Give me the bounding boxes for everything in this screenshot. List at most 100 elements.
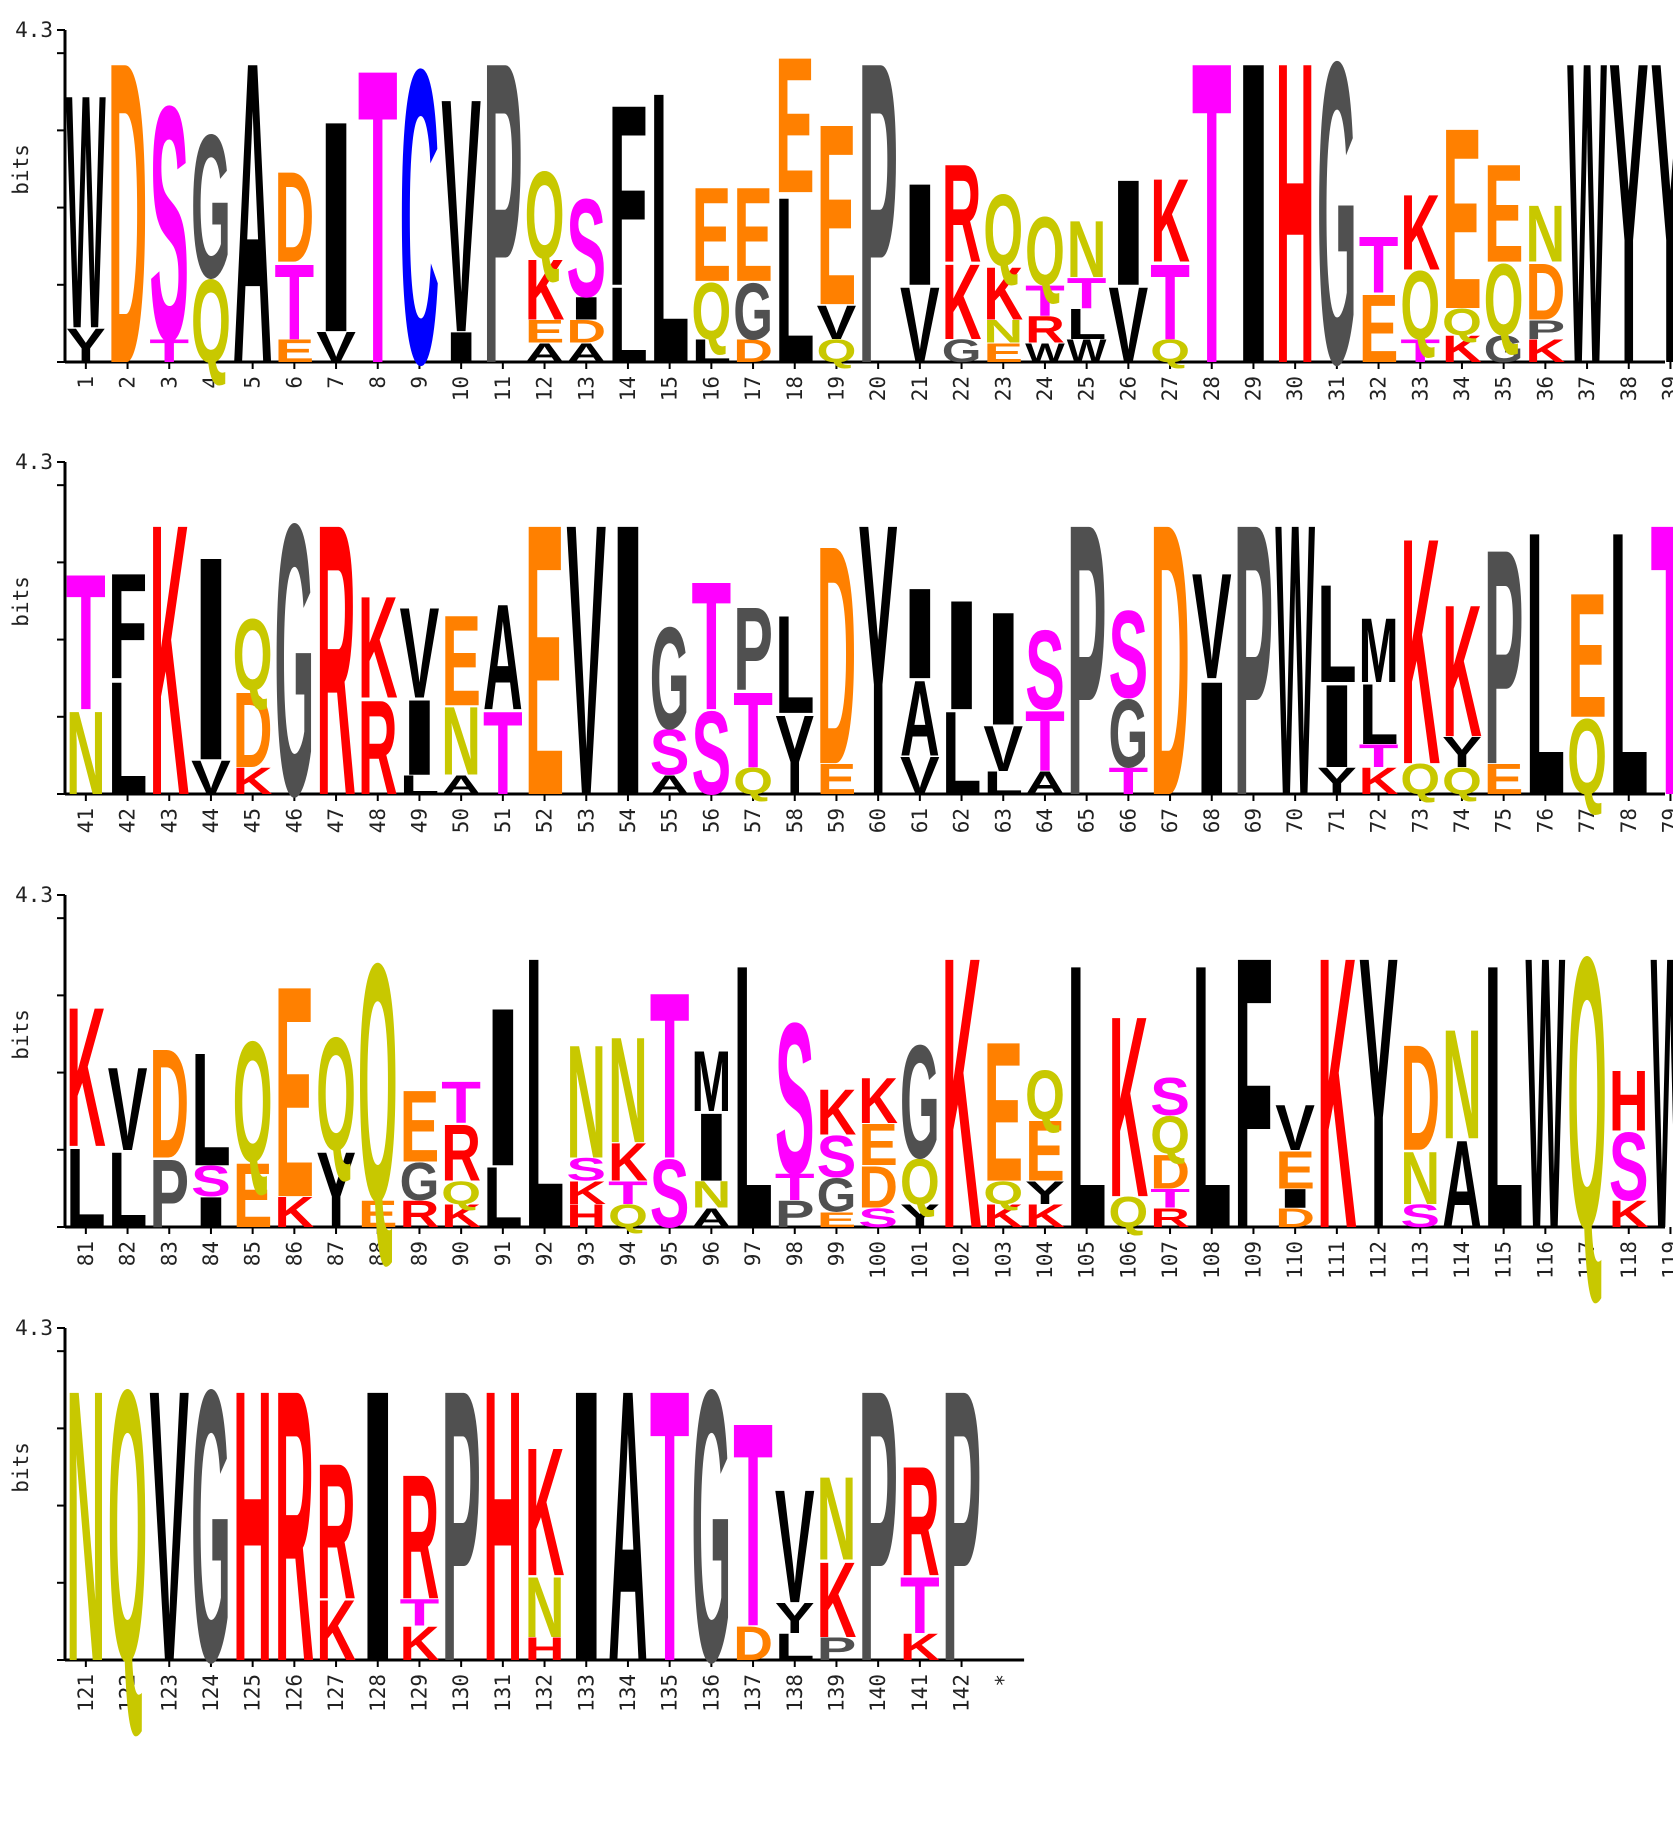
residue-letter: K [1442,566,1482,777]
position-label: 68 [1200,808,1224,833]
position-label: 122 [116,1674,140,1712]
residue-letter: L [1317,555,1357,712]
residue-letter: S [566,1152,606,1188]
residue-letter: K [983,251,1023,335]
position-label: 100 [866,1241,890,1279]
residue-letter: R [400,1194,440,1236]
position-label: 85 [241,1241,265,1266]
residue-letter: I [358,1309,398,1743]
position-label: 24 [1033,376,1057,401]
residue-letter: T [608,1175,648,1211]
residue-letter: I [1317,661,1357,793]
position-label: 73 [1408,808,1432,833]
residue-letter: I [1275,1183,1315,1213]
position-label: 64 [1033,808,1057,833]
residue-letter: P [858,1309,898,1743]
position-label: 66 [1116,808,1140,833]
residue-letter: I [983,579,1023,759]
residue-letter: Y [775,1594,815,1642]
residue-letter: P [483,0,523,454]
residue-letter: G [817,1168,857,1222]
residue-letter: L [1484,885,1524,1307]
residue-letter: L [525,876,565,1310]
position-label: 115 [1492,1241,1516,1279]
residue-letter: A [441,770,481,800]
position-label: 50 [449,808,473,833]
residue-letter: W [1526,876,1566,1310]
residue-letter: Q [1025,197,1065,305]
residue-letter: W [1275,443,1315,877]
position-label: 49 [407,808,431,833]
position-label: 112 [1367,1241,1391,1279]
residue-letter: K [358,567,398,729]
residue-letter: D [1150,443,1190,877]
position-label: 10 [449,376,473,401]
residue-letter: K [66,966,106,1189]
residue-letter: A [525,338,565,368]
residue-letter: L [400,770,440,800]
position-label: 8 [366,376,390,389]
residue-letter: Q [983,173,1023,287]
position-label: 33 [1408,376,1432,401]
residue-letter: T [1359,220,1399,310]
residue-letter: E [1567,555,1607,755]
position-label: 137 [741,1674,765,1712]
residue-letter: Q [1400,251,1440,359]
residue-letter: T [1651,443,1673,877]
residue-letter: V [983,712,1023,784]
residue-letter: D [1526,247,1566,337]
residue-letter: L [191,1020,231,1200]
position-label: 67 [1158,808,1182,833]
position-label: 25 [1075,376,1099,401]
residue-letter: N [817,1454,857,1586]
residue-letter: G [942,333,982,369]
residue-letter: Q [525,145,565,284]
residue-letter: Q [191,256,231,388]
position-label: 133 [574,1674,598,1712]
residue-letter: E [1275,1140,1315,1200]
residue-letter: L [1526,452,1566,874]
residue-letter: K [608,1132,648,1192]
residue-letter: L [1067,885,1107,1307]
position-label: 91 [491,1241,515,1266]
residue-letter: D [233,671,273,791]
residue-letter: P [1484,486,1524,829]
residue-letter: P [441,1309,481,1743]
position-label: 61 [908,808,932,833]
residue-letter: Q [1442,761,1482,803]
residue-letter: E [525,314,565,350]
residue-letter: E [358,1194,398,1236]
position-label: 53 [574,808,598,833]
residue-letter: V [441,30,481,403]
position-label: 46 [282,808,306,833]
position-label: 41 [74,808,98,833]
residue-letter: N [1526,190,1566,280]
position-label: 94 [616,1241,640,1266]
residue-letter: L [733,885,773,1307]
position-label: 118 [1617,1241,1641,1279]
position-label: 97 [741,1241,765,1266]
residue-letter: P [858,0,898,454]
residue-letter: T [1150,242,1190,362]
residue-letter: P [149,1139,189,1247]
residue-letter: P [733,584,773,716]
position-label: 3 [157,376,181,389]
position-label: 119 [1658,1241,1673,1279]
residue-letter: Y [1442,728,1482,776]
residue-letter: Y [900,1198,940,1234]
residue-letter: S [566,170,606,327]
residue-letter: A [1442,1115,1482,1254]
residue-letter: Q [983,1175,1023,1211]
residue-letter: E [775,16,815,233]
residue-letter: T [66,533,106,750]
residue-letter: R [900,1433,940,1608]
residue-letter: Q [358,893,398,1273]
residue-letter: E [817,69,857,359]
residue-letter: V [1192,543,1232,712]
residue-letter: I [441,323,481,371]
residue-letter: R [400,1437,440,1637]
position-label: 136 [699,1674,723,1712]
residue-letter: E [233,1145,273,1247]
